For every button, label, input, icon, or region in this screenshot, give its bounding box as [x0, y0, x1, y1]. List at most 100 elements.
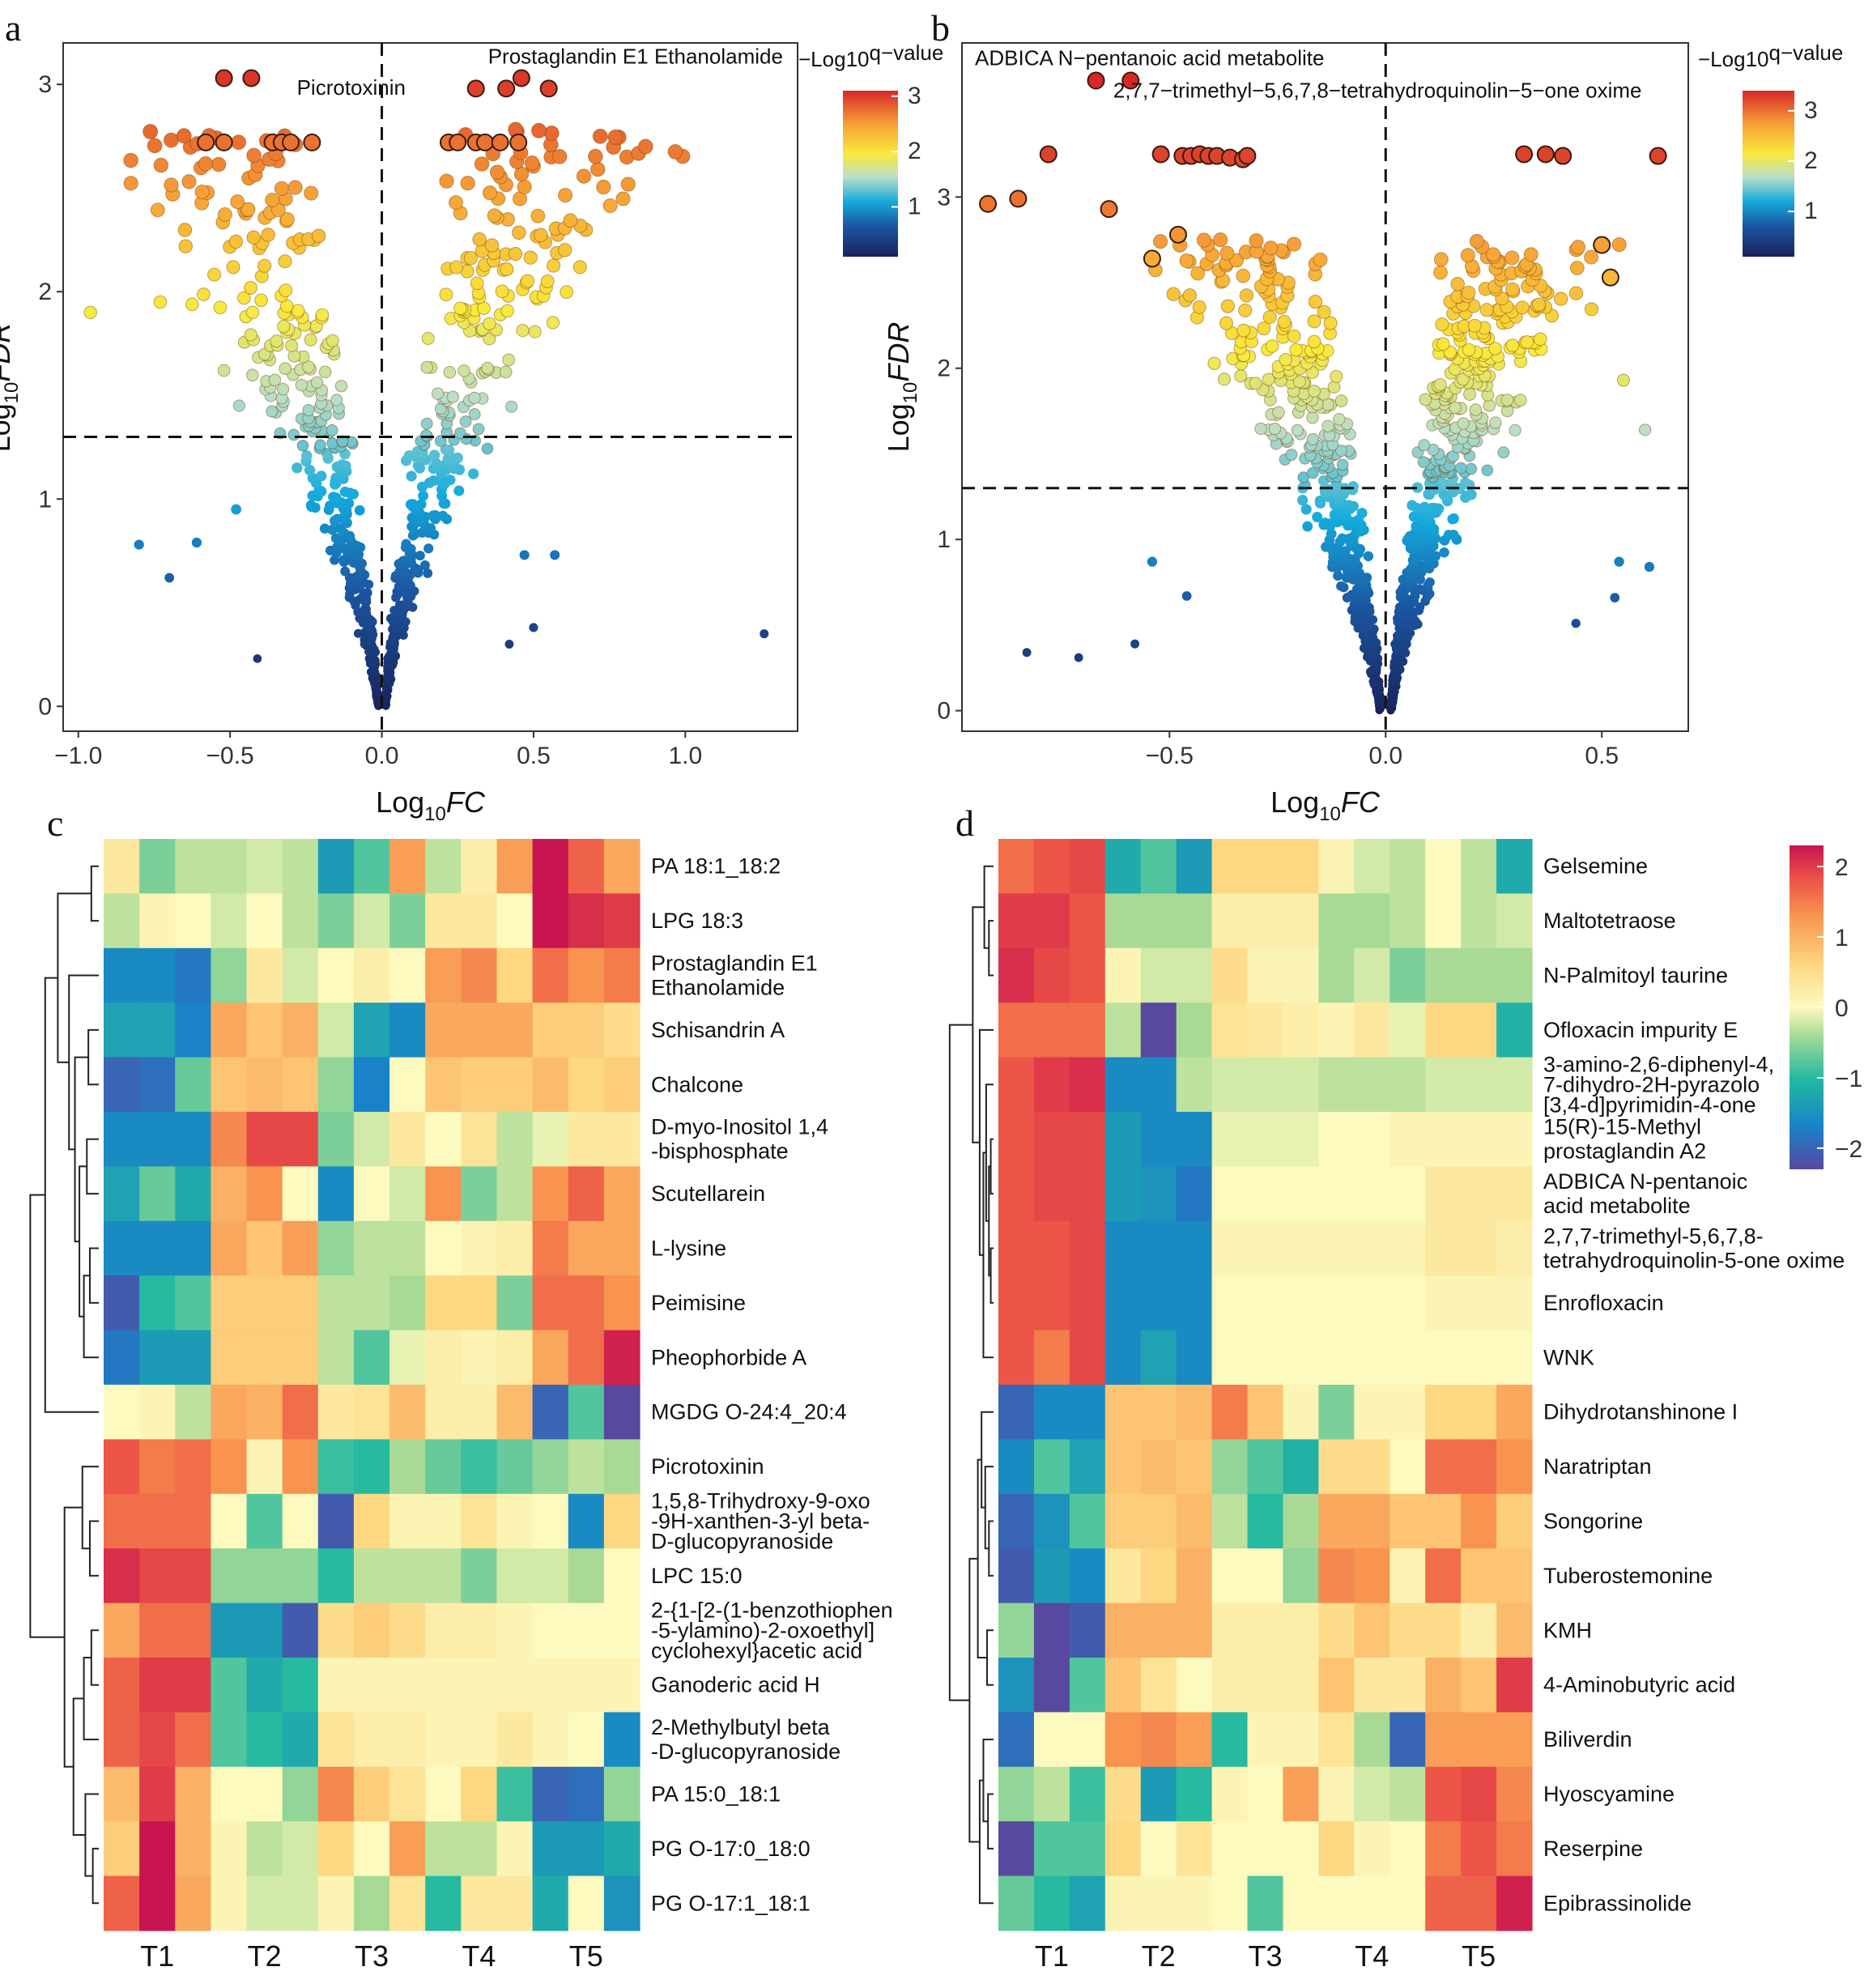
- data-point: [318, 365, 332, 379]
- data-point: [457, 364, 470, 377]
- heatmap-cell: [1176, 1330, 1213, 1386]
- data-point: [1433, 265, 1448, 280]
- data-point: [481, 361, 494, 375]
- data-point: [1239, 288, 1254, 303]
- data-point: [1263, 241, 1279, 256]
- colorbar-title: −Log10q−value: [1698, 40, 1843, 71]
- heatmap-cell: [175, 1330, 211, 1386]
- heatmap-cell: [998, 1330, 1035, 1386]
- dendrogram-branch: [57, 892, 91, 1063]
- data-point: [1531, 297, 1547, 312]
- data-point: [231, 504, 242, 515]
- heatmap-cell: [1069, 839, 1106, 894]
- heatmap-cell: [389, 1603, 426, 1658]
- row-label: cyclohexyl}acetic acid: [651, 1638, 862, 1662]
- heatmap-cell: [1425, 947, 1462, 1003]
- data-point: [328, 492, 339, 503]
- heatmap-cell: [211, 1548, 248, 1604]
- heatmap-cell: [1247, 1821, 1284, 1877]
- data-point: [1229, 253, 1245, 268]
- heatmap-cell: [998, 1766, 1035, 1822]
- data-point: [1616, 373, 1630, 387]
- heatmap-cell: [532, 1603, 569, 1658]
- heatmap-cell: [1354, 839, 1390, 894]
- data-point: [615, 191, 631, 206]
- heatmap-cell: [104, 1057, 140, 1113]
- heatmap-cell: [1247, 947, 1284, 1003]
- heatmap-cell: [139, 1220, 176, 1276]
- heatmap-cell: [317, 1712, 355, 1768]
- heatmap-cell: [1140, 1658, 1177, 1713]
- heatmap-cell: [1318, 1766, 1355, 1822]
- row-label: -bisphosphate: [651, 1139, 789, 1164]
- data-point: [261, 228, 275, 242]
- row-label: PG O-17:1_18:1: [651, 1891, 811, 1915]
- row-label: 1,5,8-Trihydroxy-9-oxo: [651, 1489, 870, 1513]
- heatmap-cell: [1496, 1821, 1533, 1877]
- heatmap-cell: [1033, 1712, 1070, 1768]
- data-point: [445, 475, 456, 486]
- row-label: D-myo-Inositol 1,4: [651, 1115, 828, 1139]
- heatmap-cell: [568, 1766, 605, 1822]
- heatmap-cell: [1140, 1766, 1177, 1822]
- heatmap-cell: [353, 1493, 390, 1549]
- colorbar-tick-label: −2: [1835, 1136, 1862, 1163]
- heatmap-cell: [389, 893, 426, 949]
- heatmap-cell: [175, 1875, 211, 1931]
- heatmap-cell: [532, 1875, 569, 1931]
- data-point: [407, 499, 419, 509]
- heatmap-cell: [175, 1166, 211, 1222]
- heatmap-cell: [1354, 1821, 1390, 1877]
- heatmap-cell: [998, 893, 1035, 949]
- heatmap-cell: [353, 1439, 390, 1495]
- heatmap-cell: [1247, 1766, 1284, 1822]
- data-point: [448, 195, 464, 211]
- heatmap-cell: [532, 1385, 569, 1440]
- volcano-plot-b: b −0.5 0.0 0.5 0 1 2 3 Log10FC Log10FDR ADBICA N−…: [882, 0, 1864, 825]
- data-point: [437, 510, 449, 521]
- data-point: [230, 194, 245, 210]
- heatmap-cell: [1104, 1220, 1142, 1276]
- heatmap-cell: [1176, 1057, 1213, 1113]
- heatmap-cell: [353, 1330, 390, 1386]
- dendrogram-branch: [988, 1520, 994, 1577]
- heatmap-cell: [139, 1166, 176, 1222]
- data-point: [240, 202, 256, 217]
- heatmap-cell: [1283, 1330, 1319, 1386]
- heatmap-cell: [568, 893, 605, 949]
- heatmap-cell: [461, 1003, 498, 1058]
- highlight-point: [1009, 189, 1028, 208]
- heatmap-cell: [211, 1493, 248, 1549]
- data-point: [244, 280, 257, 295]
- heatmap-d: d Gelsemine Maltotetraose N-Palmitoyl taur…: [931, 802, 1864, 1988]
- y-title-part: FDR: [0, 322, 16, 382]
- heatmap-cell: [282, 947, 319, 1003]
- data-point: [1297, 495, 1309, 506]
- data-point: [1321, 419, 1334, 432]
- heatmap-cell: [425, 1712, 462, 1768]
- heatmap-cell: [1033, 1603, 1070, 1658]
- heatmap-cell: [353, 1821, 390, 1877]
- data-point: [334, 379, 348, 393]
- heatmap-cell: [104, 1821, 140, 1877]
- data-point: [246, 230, 261, 245]
- heatmap-cell: [317, 893, 355, 949]
- heatmap-cell: [1283, 1712, 1319, 1768]
- annotation-label: Picrotoxinin: [297, 75, 406, 100]
- row-label: -5-ylamino)-2-oxoethyl]: [651, 1618, 875, 1642]
- heatmap-cell: [1069, 1603, 1106, 1658]
- data-point: [231, 134, 247, 151]
- data-point: [1313, 252, 1328, 267]
- data-point: [523, 250, 538, 265]
- heatmap-cell: [1069, 1548, 1106, 1604]
- heatmap-cell: [568, 1385, 605, 1440]
- heatmap-cell: [1104, 1821, 1142, 1877]
- heatmap-cell: [1389, 1548, 1426, 1604]
- data-point: [302, 360, 315, 373]
- data-point: [602, 198, 618, 213]
- heatmap-cell: [1354, 1439, 1390, 1495]
- data-point: [1300, 504, 1312, 515]
- heatmap-cell: [998, 1712, 1035, 1768]
- heatmap-cell: [998, 1821, 1035, 1877]
- heatmap-cell: [1461, 1003, 1497, 1058]
